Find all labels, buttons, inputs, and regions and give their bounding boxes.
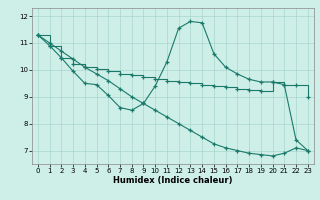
X-axis label: Humidex (Indice chaleur): Humidex (Indice chaleur)	[113, 176, 233, 185]
